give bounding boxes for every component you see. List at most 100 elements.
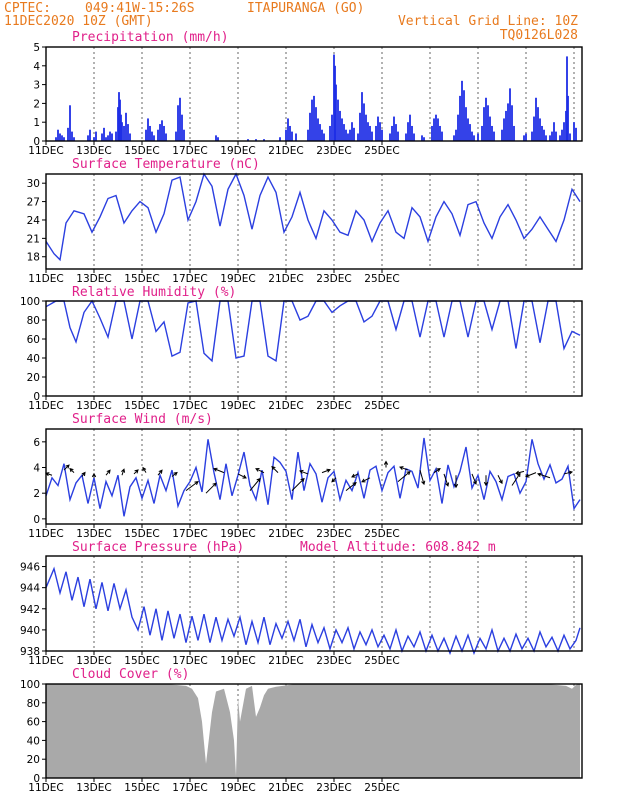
precip-frame xyxy=(45,46,583,142)
rh-panel: 0 20 40 60 80 100 11DEC 13DEC 15DEC 17DEC 19DEC 21D… xyxy=(20,296,583,412)
wind-arrow xyxy=(419,469,426,486)
precip-bar xyxy=(397,131,399,141)
y-tick-label: 2 xyxy=(33,98,40,110)
pressure-panel: 938 940 942 944 946 11DEC 13DEC 15DEC 17DEC 19DEC… xyxy=(20,555,583,667)
precip-bar xyxy=(63,137,65,141)
wind-arrow xyxy=(45,472,53,477)
precip-bar xyxy=(431,125,433,141)
precip-bar xyxy=(545,135,547,141)
precip-bar xyxy=(101,133,103,141)
temp-frame xyxy=(45,173,583,270)
precip-bar xyxy=(377,116,379,141)
precip-bar xyxy=(477,133,479,141)
precip-bar xyxy=(334,65,336,141)
precip-bar xyxy=(179,97,181,141)
precip-bar xyxy=(255,139,257,141)
x-tick-label: 25DEC xyxy=(364,528,399,540)
precip-bar xyxy=(539,118,541,141)
precip-bar xyxy=(395,124,397,141)
wind-arrow xyxy=(453,475,459,489)
precip-bar xyxy=(567,95,569,141)
x-tick-label: 25DEC xyxy=(364,655,399,667)
precip-bar xyxy=(287,118,289,141)
x-tick-label: 13DEC xyxy=(76,145,111,157)
header-location: ITAPURANGA (GO) xyxy=(247,1,364,16)
x-tick-label: 11DEC xyxy=(28,528,63,540)
precip-bar xyxy=(215,135,217,141)
x-tick-label: 15DEC xyxy=(124,145,159,157)
precip-bar xyxy=(453,135,455,141)
precip-bar xyxy=(335,84,337,141)
x-tick-label: 15DEC xyxy=(124,528,159,540)
y-tick-label: 0 xyxy=(33,391,40,403)
precip-bar xyxy=(317,118,319,141)
x-tick-label: 21DEC xyxy=(268,400,303,412)
wind-arrow xyxy=(237,473,247,479)
precip-bar xyxy=(505,110,507,141)
precip-bar xyxy=(333,54,335,141)
y-tick-label: 940 xyxy=(20,625,40,637)
y-tick-label: 20 xyxy=(27,372,40,384)
precip-bar xyxy=(157,129,159,141)
x-tick-label: 17DEC xyxy=(172,400,207,412)
precip-bar xyxy=(161,120,163,141)
precip-bar xyxy=(371,131,373,141)
x-tick-label: 25DEC xyxy=(364,400,399,412)
precip-bar xyxy=(471,131,473,141)
wind-arrow xyxy=(205,482,217,494)
precip-bar xyxy=(367,122,369,141)
precip-bar xyxy=(313,95,315,141)
precip-bar xyxy=(357,133,359,141)
precip-bar xyxy=(89,129,91,141)
precip-bar xyxy=(503,118,505,141)
x-tick-label: 17DEC xyxy=(172,145,207,157)
wind-arrow xyxy=(383,460,389,468)
precip-bar xyxy=(507,103,509,141)
y-tick-label: 24 xyxy=(27,215,41,227)
wind-arrow xyxy=(331,477,337,483)
y-tick-label: 100 xyxy=(20,679,40,691)
wind-arrow xyxy=(157,469,163,476)
y-tick-label: 21 xyxy=(27,233,40,245)
wind-arrow xyxy=(483,475,489,487)
precip-bar xyxy=(363,103,365,141)
precip-bar xyxy=(115,131,117,141)
y-tick-label: 942 xyxy=(20,604,40,616)
precip-bar xyxy=(120,114,122,141)
x-tick-label: 17DEC xyxy=(172,528,207,540)
precip-bar xyxy=(119,99,121,141)
precip-bar xyxy=(535,97,537,141)
precip-bar xyxy=(379,122,381,141)
precip-bar xyxy=(573,122,575,141)
cloud-cover-area xyxy=(46,684,580,778)
precip-bar xyxy=(163,125,165,141)
precip-bar xyxy=(559,135,561,141)
precip-bar xyxy=(533,116,535,141)
x-tick-label: 25DEC xyxy=(364,145,399,157)
precip-bar xyxy=(359,112,361,141)
x-tick-label: 13DEC xyxy=(76,782,111,794)
precip-bar xyxy=(543,129,545,141)
header-model-code: TQ0126L028 xyxy=(500,28,578,43)
precip-bar xyxy=(103,127,105,141)
precip-bar xyxy=(375,125,377,141)
precip-bar xyxy=(347,133,349,141)
cloud-title: Cloud Cover (%) xyxy=(72,667,189,682)
wind-arrow xyxy=(69,467,75,474)
precip-bar xyxy=(111,133,113,141)
precip-bar xyxy=(531,131,533,141)
precip-bar xyxy=(413,133,415,141)
precip-bar xyxy=(343,124,345,141)
x-tick-label: 19DEC xyxy=(220,655,255,667)
y-tick-label: 20 xyxy=(27,754,40,766)
precip-bar xyxy=(421,135,423,141)
precip-bar xyxy=(369,125,371,141)
x-tick-label: 19DEC xyxy=(220,145,255,157)
wind-arrow xyxy=(361,477,371,483)
precip-bar xyxy=(439,125,441,141)
x-tick-label: 11DEC xyxy=(28,145,63,157)
wind-arrow xyxy=(121,468,126,476)
wind-arrow xyxy=(399,466,409,471)
cloud-frame xyxy=(45,683,583,779)
precip-bar xyxy=(563,122,565,141)
